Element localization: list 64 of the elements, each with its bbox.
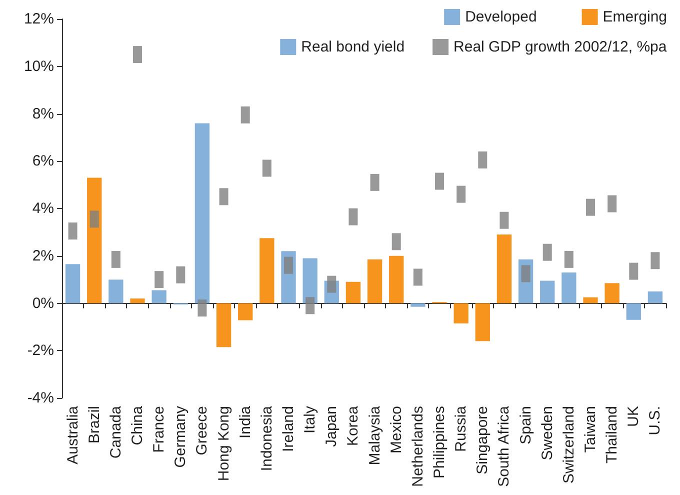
x-tick-label: Indonesia — [258, 405, 276, 472]
x-tick-label: Thailand — [604, 406, 621, 464]
bar — [583, 297, 598, 304]
y-tick-label: 8% — [32, 105, 54, 122]
bar — [367, 259, 382, 304]
x-tick-label: China — [129, 405, 146, 446]
bar — [194, 123, 210, 304]
bar — [65, 264, 80, 304]
x-tick-label: Netherlands — [409, 406, 426, 487]
bar — [238, 303, 253, 320]
bar — [389, 256, 404, 304]
legend-label: Emerging — [602, 8, 668, 26]
bar — [410, 303, 426, 307]
x-tick-label: Australia — [64, 405, 82, 464]
bar — [604, 283, 620, 304]
x-tick-label: Malaysia — [366, 405, 384, 466]
x-tick-label: Singapore — [474, 406, 492, 474]
x-tick-label: Ireland — [280, 406, 297, 452]
bar — [648, 291, 663, 304]
y-tick-label: 0% — [32, 294, 54, 312]
bar — [475, 303, 490, 342]
x-tick-label: Korea — [344, 405, 362, 446]
x-tick-label: Italy — [302, 406, 319, 434]
x-tick-label: Switzerland — [560, 406, 578, 484]
bar — [496, 234, 512, 304]
x-tick-label: UK — [625, 406, 642, 427]
bar — [562, 272, 576, 304]
x-tick-label: Canada — [107, 405, 124, 459]
x-tick-label: Sweden — [538, 406, 556, 460]
y-tick-label: -2% — [27, 342, 54, 360]
x-tick-label: U.S. — [646, 406, 664, 436]
bar — [540, 280, 555, 304]
x-tick-label: Russia — [452, 405, 470, 452]
bar — [152, 290, 166, 304]
legend-label: Real GDP growth 2002/12, %pa — [454, 38, 668, 56]
x-tick-label: Greece — [194, 406, 211, 456]
x-tick-label: France — [150, 406, 168, 453]
bar — [454, 303, 468, 324]
bar — [260, 238, 274, 304]
x-tick-label: Germany — [172, 406, 190, 468]
x-tick-label: Hong Kong — [215, 406, 232, 482]
y-tick-label: -4% — [27, 390, 54, 406]
x-tick-label: Japan — [323, 406, 340, 447]
y-tick-label: 10% — [24, 58, 54, 75]
bar — [130, 298, 145, 304]
y-tick-label: 6% — [32, 152, 54, 170]
bar — [216, 303, 232, 348]
y-tick-label: 4% — [32, 200, 54, 217]
bar — [87, 178, 102, 304]
y-tick-label: 12% — [24, 10, 54, 28]
bar — [108, 280, 124, 304]
x-tick-label: Brazil — [86, 406, 103, 444]
y-tick-label: 2% — [32, 247, 54, 264]
x-tick-label: Philippines — [431, 406, 448, 479]
x-tick-label: Taiwan — [582, 406, 599, 453]
bar — [626, 303, 641, 320]
x-tick-label: Mexico — [388, 406, 405, 454]
bar — [302, 258, 318, 304]
x-tick-label: India — [236, 405, 254, 439]
x-tick-label: Spain — [517, 406, 534, 444]
legend-label: Developed — [465, 8, 537, 26]
bar — [346, 282, 361, 304]
legend-title: Real bond yield — [301, 38, 405, 56]
x-tick-label: South Africa — [496, 405, 513, 487]
